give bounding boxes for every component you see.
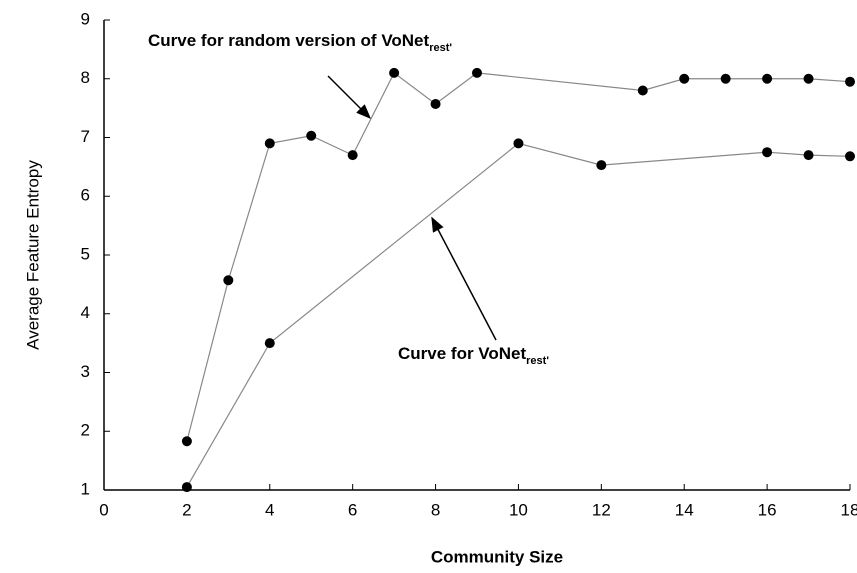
y-tick-label: 1 [81, 479, 90, 498]
y-tick-label: 7 [81, 127, 90, 146]
data-point [181, 482, 192, 493]
data-point [845, 151, 855, 162]
data-point [762, 147, 773, 158]
annotation-text: Curve for VoNet [398, 344, 526, 363]
data-point [264, 338, 275, 349]
annotation-subscript: rest' [429, 42, 452, 54]
annotation-subscript: rest' [526, 355, 549, 367]
data-point [679, 73, 690, 84]
annotation-arrow [327, 75, 372, 120]
data-point [389, 67, 400, 78]
data-point [762, 73, 773, 84]
annotation-arrow [431, 216, 497, 341]
y-tick-label: 9 [81, 9, 90, 28]
x-tick-label: 0 [99, 500, 108, 519]
data-point [720, 73, 731, 84]
x-tick-label: 4 [265, 500, 274, 519]
y-tick-label: 3 [81, 362, 90, 381]
x-tick-label: 10 [509, 500, 528, 519]
y-axis-label: Average Feature Entropy [23, 160, 42, 350]
annotation-text: Curve for random version of VoNet [148, 31, 430, 50]
annotation: Curve for VoNetrest' [398, 344, 549, 366]
data-point [637, 85, 648, 96]
data-point [264, 138, 275, 149]
annotation: Curve for random version of VoNetrest' [148, 31, 452, 53]
data-point [430, 99, 441, 110]
series-line [186, 71, 851, 442]
x-tick-label: 18 [841, 500, 857, 519]
data-point [181, 436, 192, 447]
data-point [513, 138, 524, 149]
data-point [803, 73, 814, 84]
x-tick-label: 6 [348, 500, 357, 519]
y-tick-label: 5 [81, 244, 90, 263]
x-axis-label: Community Size [431, 547, 563, 566]
data-point [223, 275, 234, 286]
series-line [186, 142, 851, 488]
y-tick-label: 4 [81, 303, 90, 322]
data-point [347, 150, 358, 161]
y-tick-label: 8 [81, 68, 90, 87]
data-point [472, 67, 482, 78]
y-tick-label: 2 [81, 421, 90, 440]
data-point [845, 76, 855, 87]
y-tick-label: 6 [81, 186, 90, 205]
x-tick-label: 8 [431, 500, 440, 519]
x-tick-label: 12 [592, 500, 611, 519]
data-point [596, 160, 607, 171]
x-tick-label: 2 [182, 500, 191, 519]
x-tick-label: 14 [675, 500, 694, 519]
data-point [803, 150, 814, 161]
x-tick-label: 16 [758, 500, 777, 519]
data-point [306, 130, 317, 141]
